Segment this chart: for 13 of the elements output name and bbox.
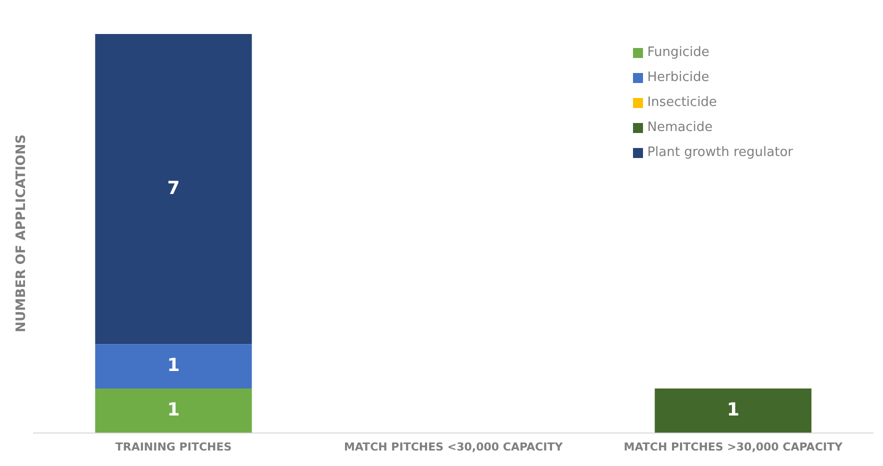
x-tick-label: TRAINING PITCHES bbox=[115, 440, 232, 454]
legend-label: Insecticide bbox=[647, 95, 717, 110]
data-label: 7 bbox=[167, 178, 180, 199]
legend-label: Fungicide bbox=[647, 45, 710, 60]
data-label: 1 bbox=[167, 355, 180, 376]
legend-label: Herbicide bbox=[647, 70, 710, 85]
x-tick-label: MATCH PITCHES >30,000 CAPACITY bbox=[624, 440, 844, 454]
data-label: 1 bbox=[167, 399, 180, 420]
data-label: 1 bbox=[726, 399, 740, 420]
legend-label: Plant growth regulator bbox=[647, 145, 793, 160]
x-tick-label: MATCH PITCHES <30,000 CAPACITY bbox=[344, 440, 564, 454]
legend-label: Nemacide bbox=[647, 120, 713, 135]
y-axis-title: NUMBER OF APPLICATIONS bbox=[14, 134, 30, 332]
